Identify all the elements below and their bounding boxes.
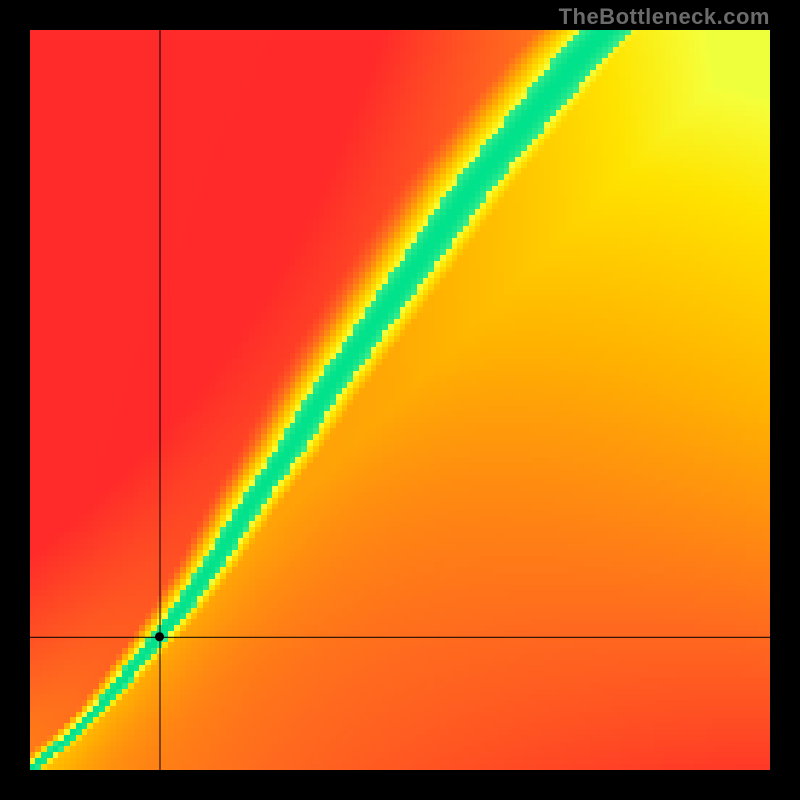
bottleneck-heatmap xyxy=(30,30,770,770)
plot-area xyxy=(30,30,770,770)
chart-container: TheBottleneck.com xyxy=(0,0,800,800)
watermark-text: TheBottleneck.com xyxy=(559,4,770,30)
